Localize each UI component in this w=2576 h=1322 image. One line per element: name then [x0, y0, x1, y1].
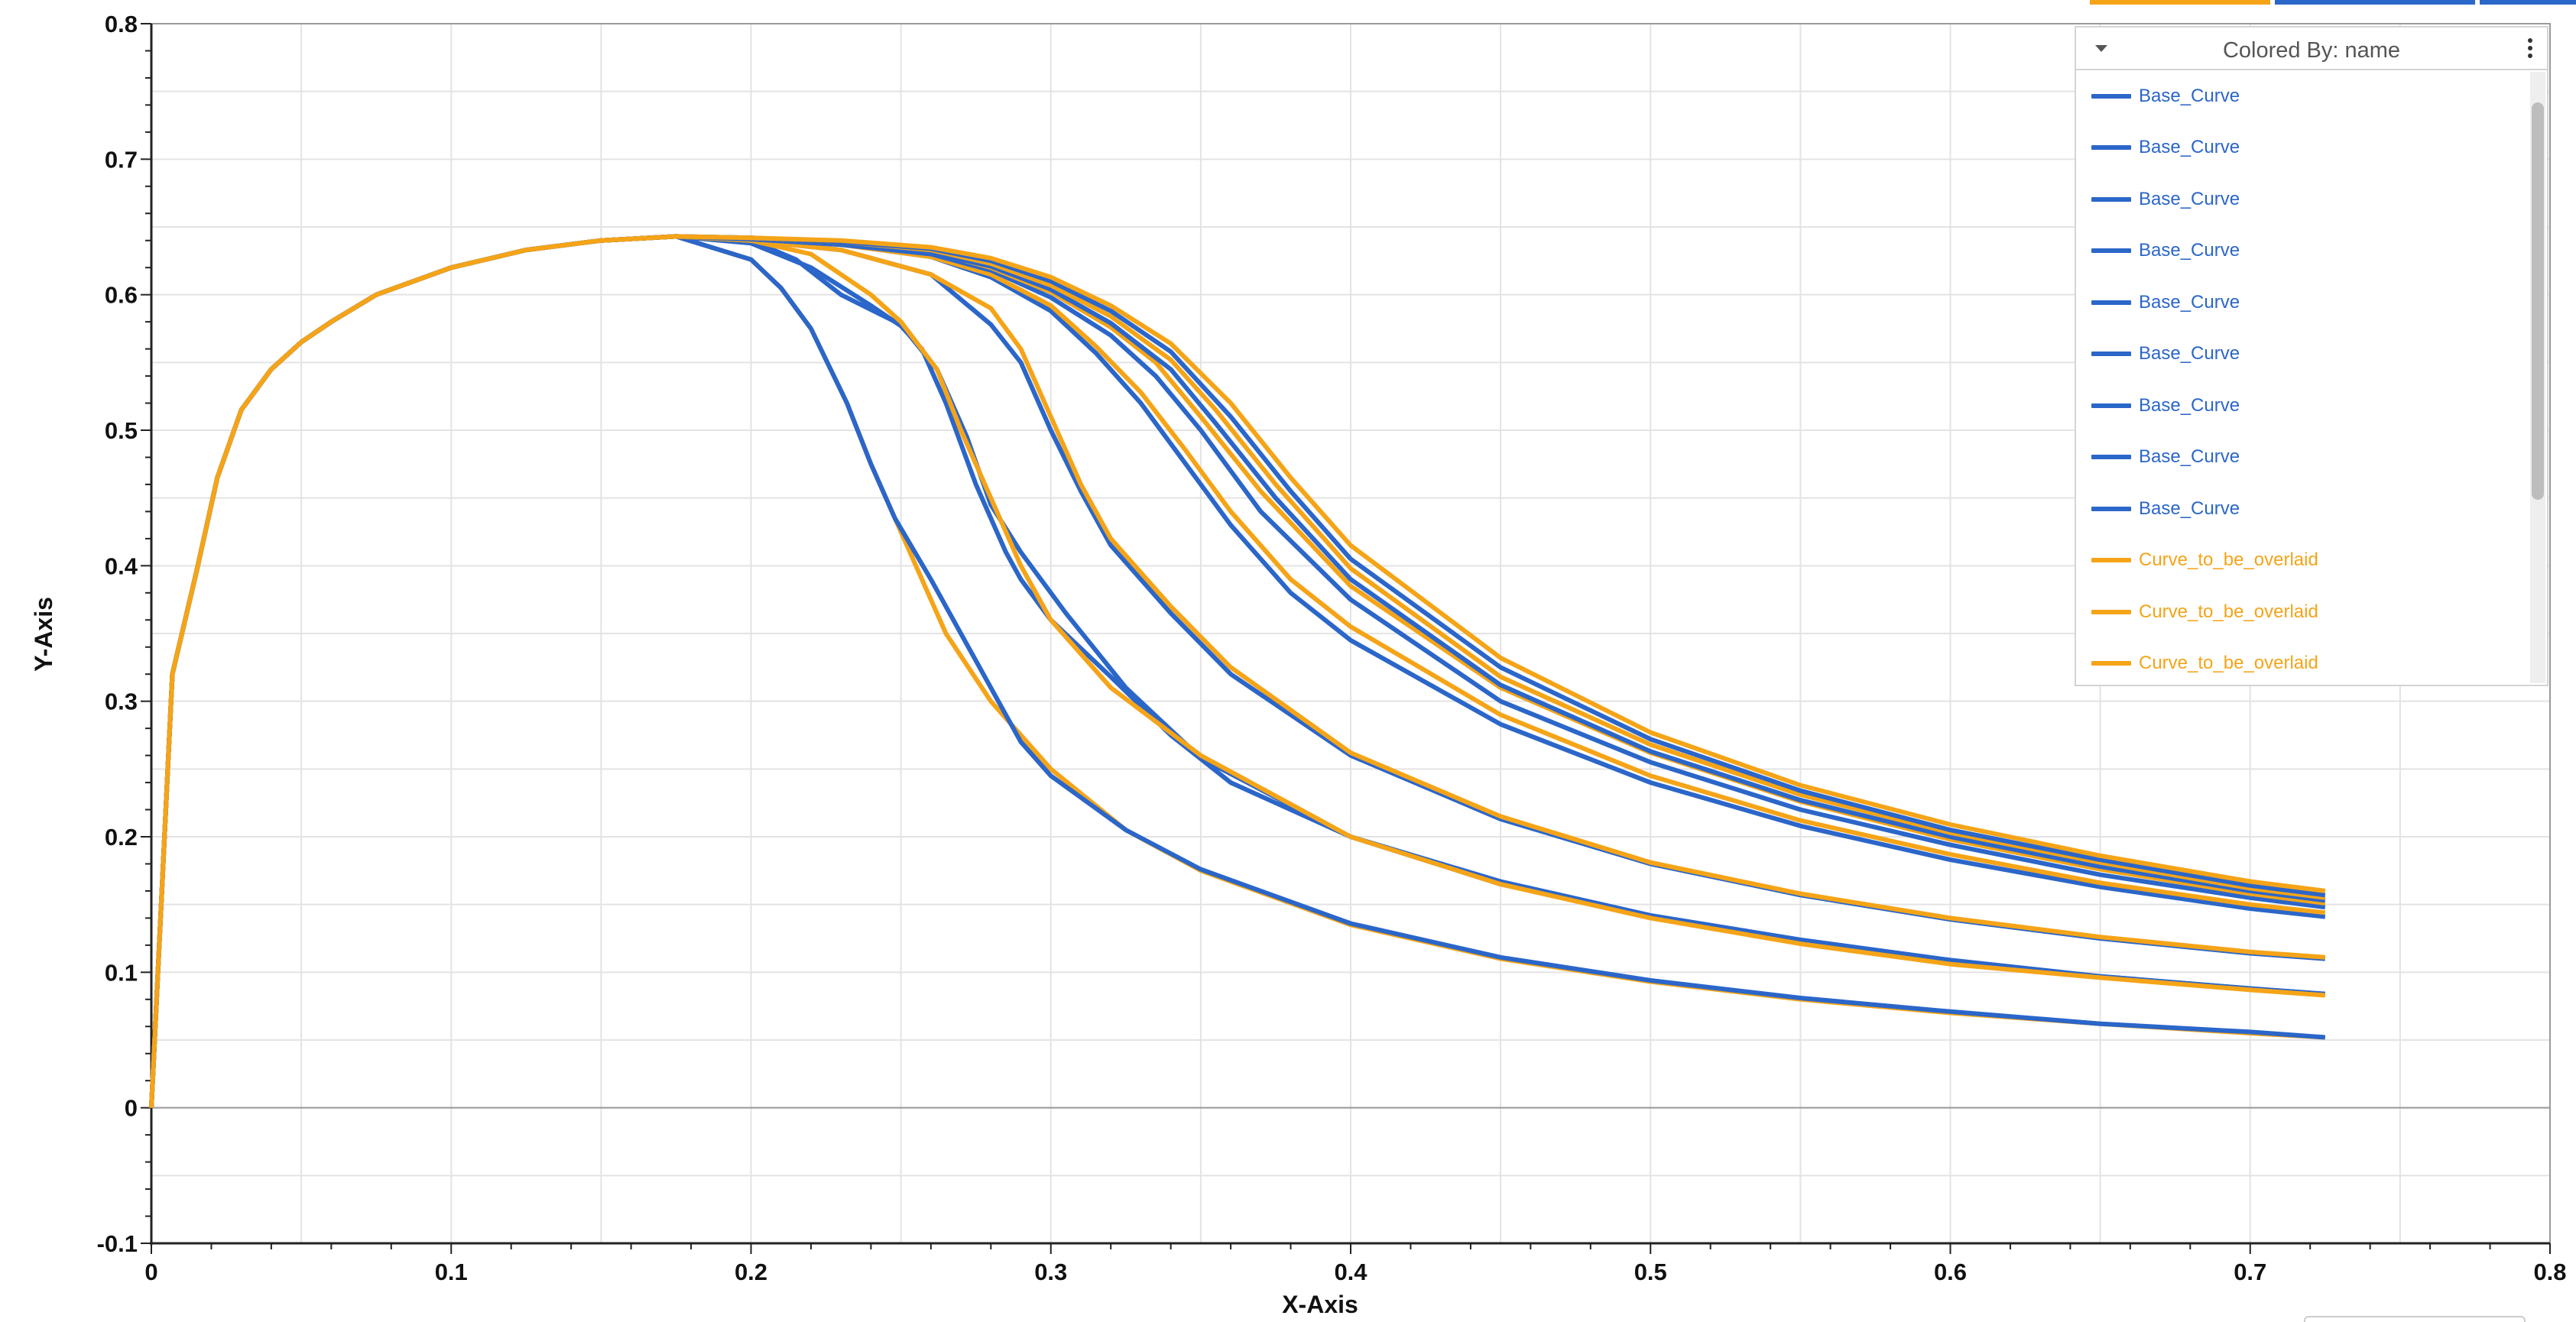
legend-swatch [2091, 558, 2131, 563]
y-tick-label: 0.4 [105, 552, 138, 579]
legend-item[interactable]: Base_Curve [2076, 483, 2527, 535]
legend-label: Base_Curve [2139, 394, 2240, 416]
x-tick-label: 0.6 [1934, 1259, 1967, 1285]
y-tick-label: -0.1 [97, 1230, 138, 1257]
legend-swatch [2091, 196, 2131, 202]
y-tick-label: 0.3 [105, 689, 138, 715]
legend-swatch [2091, 403, 2131, 408]
y-tick-label: 0.7 [105, 146, 138, 173]
legend-label: Curve_to_be_overlaid [2139, 601, 2318, 622]
legend-label: Base_Curve [2139, 446, 2240, 468]
x-tick-label: 0.8 [2533, 1259, 2566, 1285]
legend-label: Base_Curve [2139, 240, 2240, 261]
legend-swatch [2091, 661, 2131, 666]
y-tick-label: 0.2 [105, 824, 138, 851]
legend-item[interactable]: Base_Curve [2076, 173, 2527, 225]
legend-scroll-thumb[interactable] [2532, 102, 2544, 500]
legend-item[interactable]: Base_Curve [2076, 380, 2527, 432]
legend-title: Colored By: name [2222, 38, 2401, 63]
legend-item[interactable]: Curve_to_be_overlaid [2076, 638, 2527, 685]
x-tick-label: 0.7 [2234, 1259, 2266, 1285]
legend-label: Base_Curve [2139, 497, 2240, 519]
chart-labels: 0 0.1 0.2 0.3 0.4 0.5 0.6 0.7 0.8-0.100.10.20.30… [97, 11, 2567, 1285]
legend-list: Base_Curve Base_Curve Base_Curve Base_Curve… [2076, 70, 2527, 685]
chart-axes [141, 23, 2551, 1254]
x-tick-label: 0.4 [1334, 1259, 1367, 1285]
legend-item[interactable]: Curve_to_be_overlaid [2076, 535, 2527, 587]
top-tab-overlay[interactable] [2090, 0, 2270, 5]
legend-item[interactable]: Base_Curve [2076, 432, 2527, 484]
x-tick-label: 0.2 [735, 1259, 767, 1285]
vertical-ellipsis-icon[interactable] [2522, 35, 2538, 61]
y-tick-label: 0.6 [105, 282, 138, 309]
x-tick-label: 0.5 [1634, 1259, 1667, 1285]
legend-swatch [2091, 352, 2131, 357]
legend-swatch [2091, 93, 2131, 99]
legend-panel: Colored By: name Base_Curve Base_Curve Bas… [2075, 26, 2548, 686]
x-axis-title: X-Axis [1282, 1291, 1358, 1318]
legend-label: Curve_to_be_overlaid [2139, 549, 2318, 571]
legend-scrollbar[interactable] [2530, 72, 2545, 683]
y-tick-label: 0.8 [105, 11, 138, 37]
x-tick-label: 0 [144, 1259, 157, 1285]
legend-item[interactable]: Base_Curve [2076, 225, 2527, 277]
legend-label: Base_Curve [2139, 291, 2240, 313]
legend-item[interactable]: Base_Curve [2076, 329, 2527, 381]
y-tick-label: 0.5 [105, 417, 138, 444]
legend-swatch [2091, 248, 2131, 254]
y-tick-label: 0 [125, 1095, 138, 1122]
y-tick-label: 0.1 [105, 959, 138, 986]
y-axis-title: Y-Axis [30, 597, 57, 672]
legend-swatch [2091, 455, 2131, 460]
legend-item[interactable]: Base_Curve [2076, 70, 2527, 122]
legend-header: Colored By: name [2076, 28, 2547, 70]
legend-swatch [2091, 609, 2131, 614]
legend-item[interactable]: Base_Curve [2076, 277, 2527, 329]
legend-label: Base_Curve [2139, 188, 2240, 209]
legend-item[interactable]: Base_Curve [2076, 122, 2527, 174]
x-tick-label: 0.3 [1034, 1259, 1067, 1285]
legend-swatch [2091, 145, 2131, 151]
legend-label: Base_Curve [2139, 85, 2240, 106]
top-tab-base[interactable] [2275, 0, 2475, 5]
legend-label: Base_Curve [2139, 137, 2240, 158]
series-line-curve-to-be-overlaid [149, 234, 2326, 1108]
legend-item[interactable]: Curve_to_be_overlaid [2076, 586, 2527, 638]
legend-swatch [2091, 300, 2131, 305]
chart-series [149, 234, 2326, 1108]
bottom-control[interactable] [2304, 1316, 2526, 1322]
caret-down-icon[interactable] [2090, 37, 2113, 60]
legend-label: Base_Curve [2139, 343, 2240, 365]
x-tick-label: 0.1 [435, 1259, 468, 1285]
series-line-curve-to-be-overlaid [149, 234, 2326, 1108]
top-tab-extra[interactable] [2480, 0, 2576, 5]
legend-label: Curve_to_be_overlaid [2139, 653, 2318, 674]
legend-swatch [2091, 506, 2131, 511]
